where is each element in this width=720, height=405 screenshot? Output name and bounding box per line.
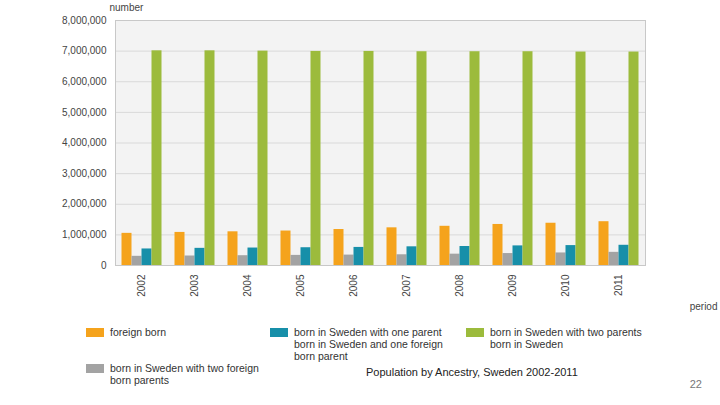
svg-text:8,000,000: 8,000,000 [62,15,107,26]
svg-text:2,000,000: 2,000,000 [62,198,107,209]
html-text:born in Sweden with one parent: born in Sweden with one parent born in S… [294,326,443,362]
html-text:foreign born: foreign born [110,326,166,338]
html-text:born in Sweden with two foreig: born in Sweden with two foreign born par… [110,362,259,386]
svg-text:2006: 2006 [348,274,359,297]
svg-text:2008: 2008 [454,274,465,297]
svg-text:7,000,000: 7,000,000 [62,45,107,56]
svg-text:number: number [110,2,145,13]
html-text:Population by Ancestry, Sweden: Population by Ancestry, Sweden 2002-2011 [366,366,578,378]
svg-text:4,000,000: 4,000,000 [62,137,107,148]
svg-text:2011: 2011 [613,274,624,296]
html-text:born in Sweden with two parent: born in Sweden with two parents born in … [490,326,642,350]
svg-text:5,000,000: 5,000,000 [62,107,107,118]
svg-text:3,000,000: 3,000,000 [62,168,107,179]
svg-text:2007: 2007 [401,274,412,297]
svg-text:6,000,000: 6,000,000 [62,76,107,87]
html-text:22: 22 [689,378,702,390]
svg-text:2009: 2009 [507,274,518,297]
svg-text:2005: 2005 [295,274,306,297]
svg-text:2010: 2010 [560,274,571,297]
svg-text:0: 0 [101,260,107,271]
svg-text:1,000,000: 1,000,000 [62,229,107,240]
svg-text:2004: 2004 [242,274,253,297]
svg-text:period: period [690,301,718,312]
svg-text:2002: 2002 [136,274,147,297]
svg-text:2003: 2003 [189,274,200,297]
